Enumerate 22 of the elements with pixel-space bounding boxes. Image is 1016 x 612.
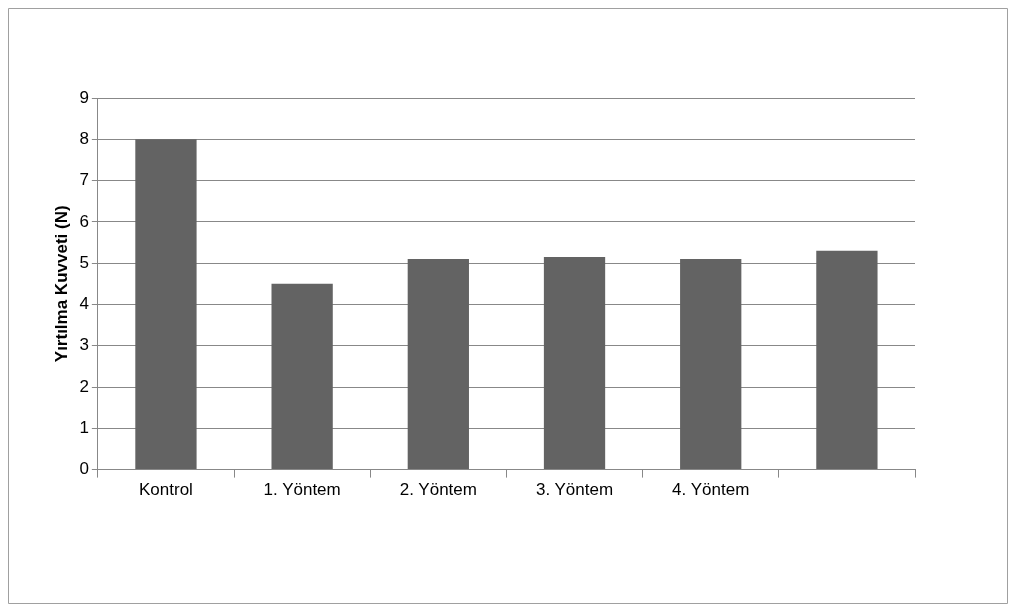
- y-tick-label: 3: [79, 335, 89, 355]
- x-tick-label: 1. Yöntem: [263, 480, 341, 500]
- bar: [680, 259, 742, 470]
- y-axis-title: Yırtılma Kuvveti (N): [51, 205, 71, 363]
- x-tick-label: 4. Yöntem: [672, 480, 750, 500]
- x-tick-label: Kontrol: [139, 480, 193, 500]
- y-tick-label: 7: [79, 170, 89, 190]
- bar: [407, 259, 469, 470]
- y-tick-label: 0: [79, 459, 89, 479]
- y-tick-label: 9: [79, 87, 89, 107]
- y-tick-label: 1: [79, 418, 89, 437]
- bar: [816, 250, 878, 470]
- y-tick-label: 5: [79, 252, 89, 272]
- bar: [135, 139, 197, 470]
- y-tick-label: 8: [79, 128, 89, 148]
- y-tick-label: 2: [79, 376, 89, 396]
- bar: [543, 256, 606, 470]
- y-tick-label: 6: [79, 211, 89, 231]
- x-tick-label: 3. Yöntem: [535, 480, 614, 500]
- bar: [271, 283, 333, 470]
- x-tick-label: 2. Yöntem: [399, 480, 477, 500]
- y-tick-label: 4: [79, 294, 89, 314]
